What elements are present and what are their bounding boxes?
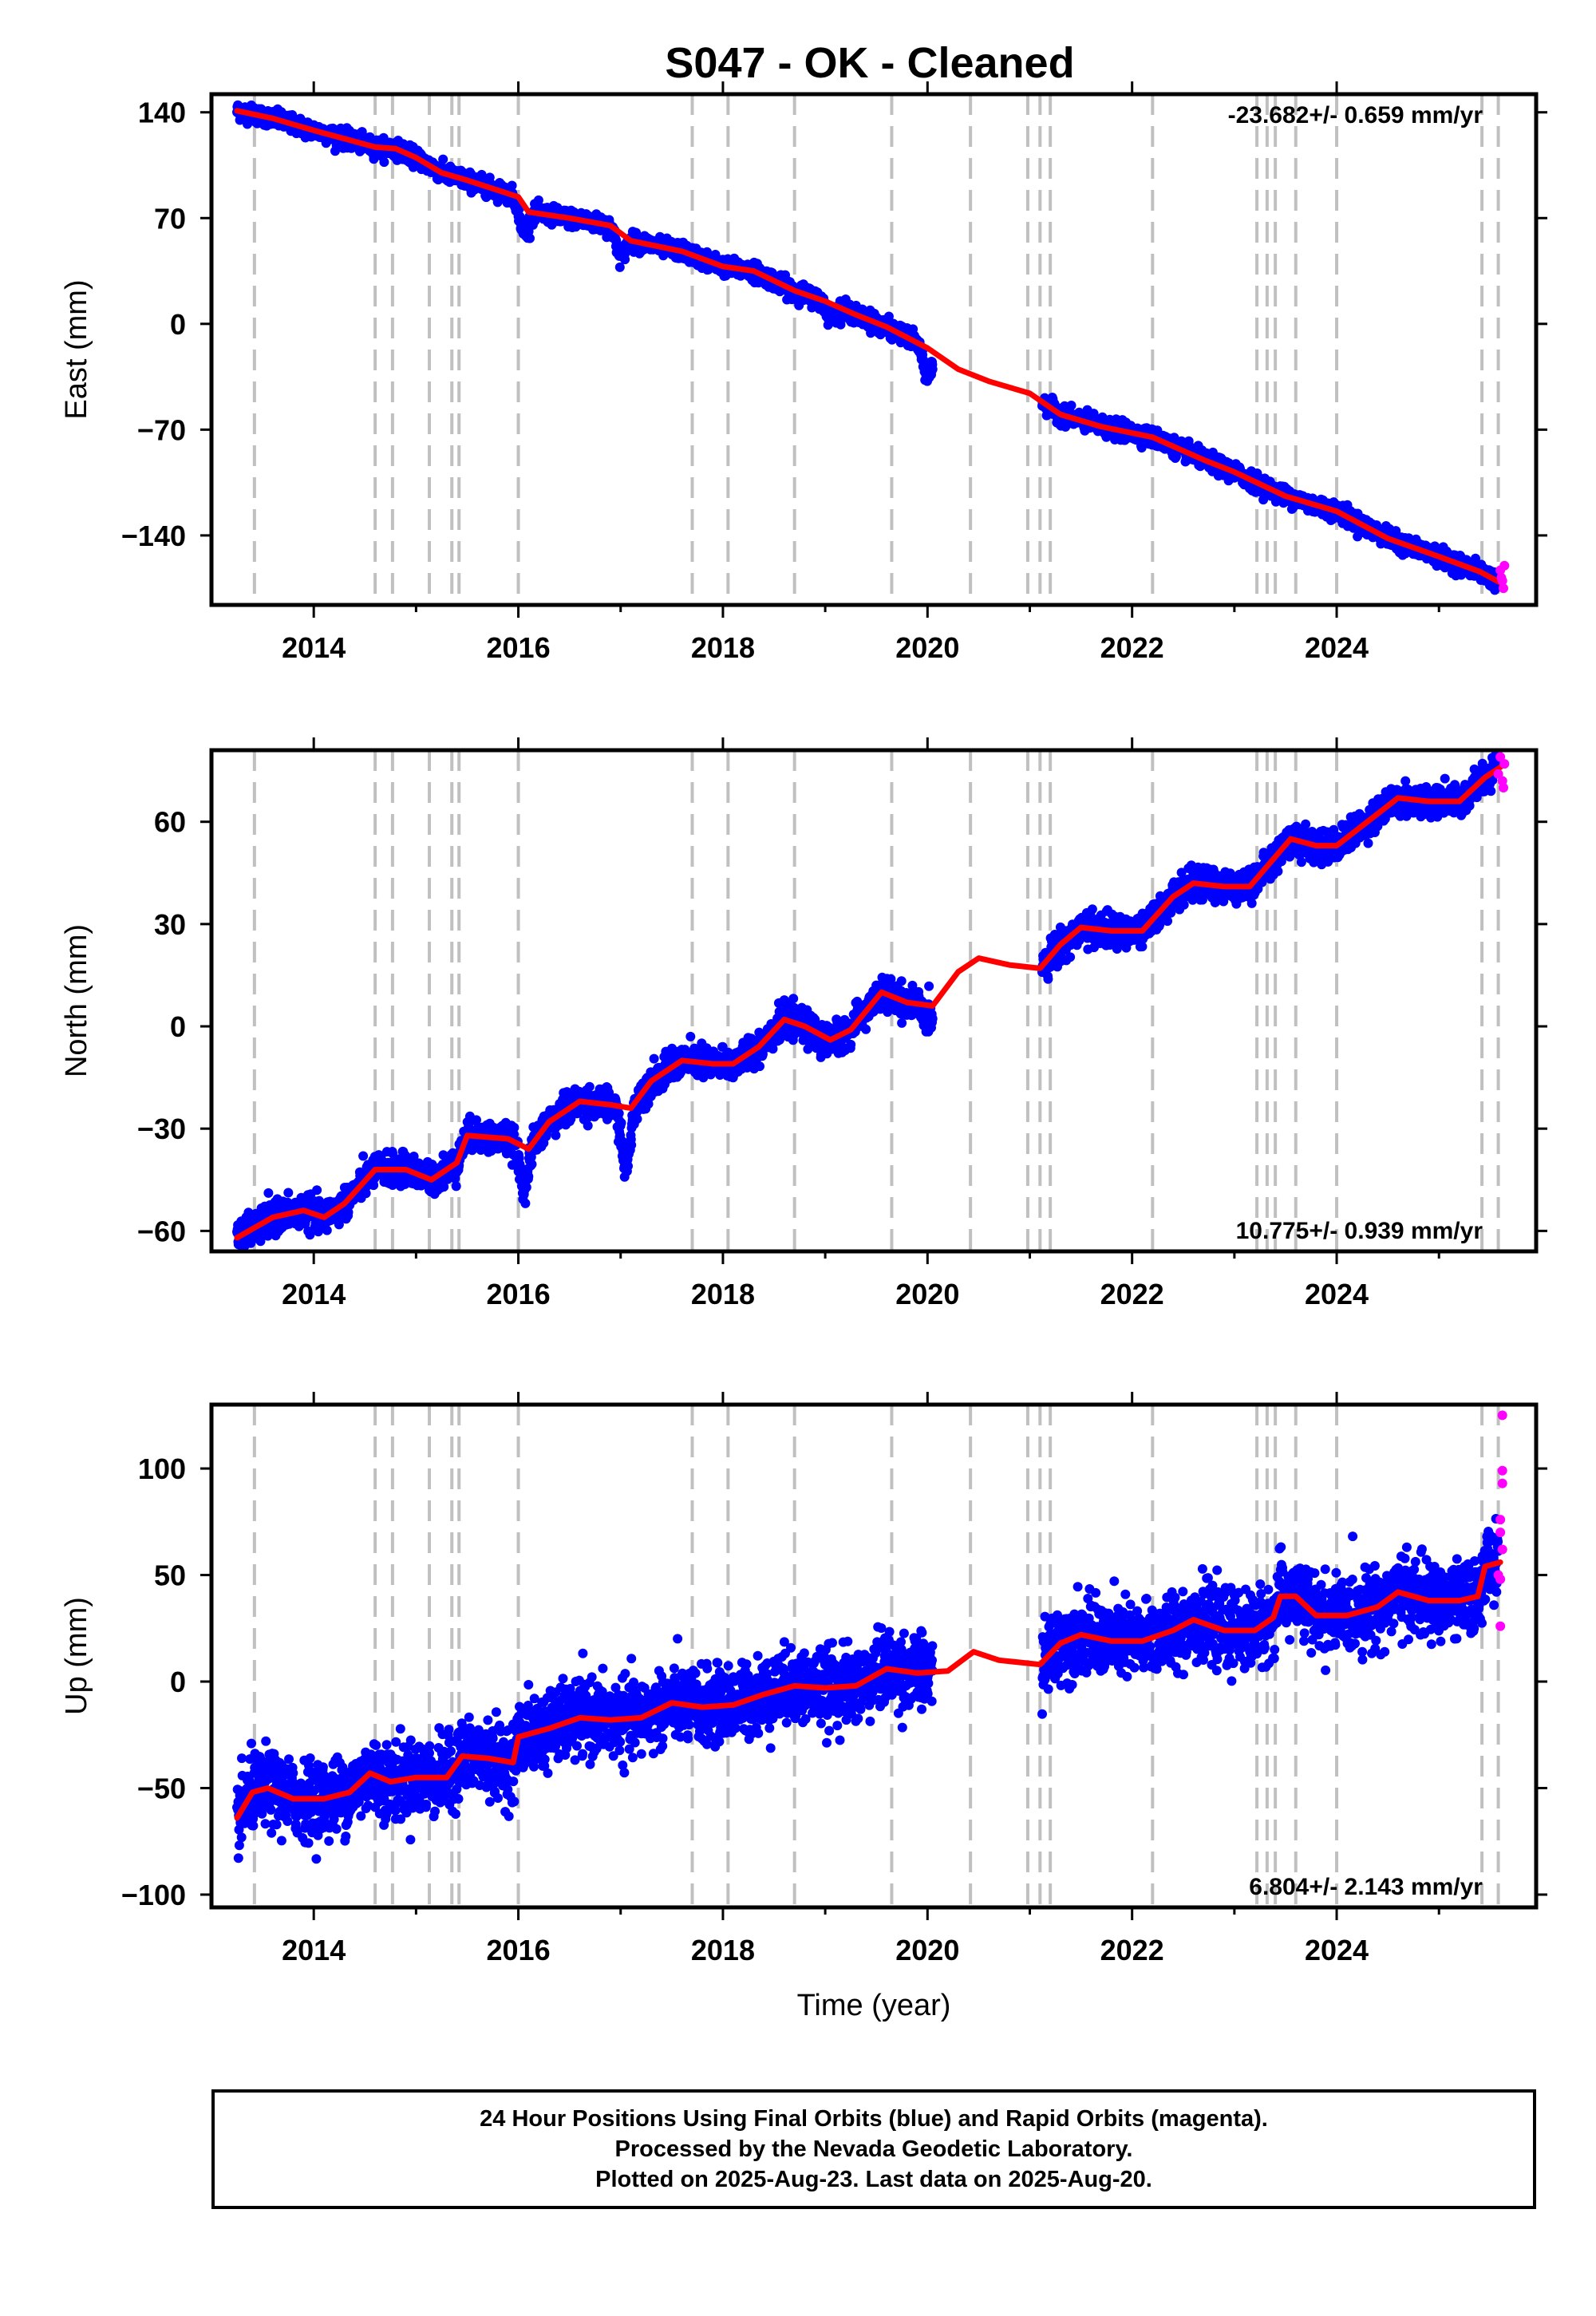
y-tick-label: 140 <box>138 97 186 129</box>
final-orbit-point <box>614 262 625 272</box>
final-orbit-point <box>312 1185 322 1196</box>
rapid-orbit-point <box>1496 572 1507 583</box>
final-orbit-point <box>358 1151 369 1161</box>
x-tick-label: 2018 <box>691 631 755 664</box>
final-orbit-point <box>409 1152 419 1161</box>
final-orbit-point <box>322 1225 332 1235</box>
x-tick-label: 2022 <box>1100 631 1164 664</box>
rapid-orbit-point <box>1499 560 1510 571</box>
x-tick-label: 2016 <box>487 631 551 664</box>
y-tick-label: 0 <box>170 308 186 341</box>
y-axis-label: East (mm) <box>60 279 93 419</box>
final-orbit-point <box>927 364 938 374</box>
final-orbit-point <box>533 195 543 205</box>
y-tick-label: −140 <box>121 520 186 552</box>
final-orbit-point <box>263 1188 274 1198</box>
rapid-orbit-point <box>1498 583 1508 594</box>
final-orbit-point <box>263 1230 273 1240</box>
final-orbit-point <box>357 127 367 137</box>
final-orbit-point <box>343 1207 354 1217</box>
velocity-rate-label: -23.682+/- 0.659 mm/yr <box>1228 102 1483 128</box>
final-orbit-point <box>620 255 630 265</box>
final-orbit-point <box>507 180 517 191</box>
final-orbit-point <box>883 311 894 322</box>
final-orbit-point <box>379 157 389 168</box>
panels-group: 140 70 0 −70 −140 2014 2016 2018 2020 2022 2024 Eas… <box>60 81 1547 2022</box>
plot-frame <box>209 92 1539 607</box>
plot-area <box>232 750 1510 1251</box>
final-orbit-point <box>305 1230 315 1240</box>
final-orbit-point <box>1066 401 1077 410</box>
x-tick-label: 2020 <box>895 631 959 664</box>
final-orbit-point <box>438 154 448 164</box>
final-orbit-point <box>525 233 535 243</box>
panel-east: 140 70 0 −70 −140 2014 2016 2018 2020 2022 2024 Eas… <box>60 81 1547 664</box>
final-orbit-point <box>334 1219 344 1230</box>
x-tick-label: 2014 <box>282 631 346 664</box>
figure-title: S047 - OK - Cleaned <box>665 39 1074 87</box>
final-orbit-point <box>283 1188 294 1198</box>
y-tick-label: 70 <box>154 202 186 235</box>
model-fit-line <box>234 108 1506 587</box>
x-tick-label: 2024 <box>1305 631 1369 664</box>
final-orbit-point <box>448 1148 458 1158</box>
y-tick-label: −70 <box>137 413 186 446</box>
final-orbit-point <box>361 1188 371 1199</box>
final-orbit-points <box>232 100 1503 595</box>
plot-area <box>232 94 1510 605</box>
